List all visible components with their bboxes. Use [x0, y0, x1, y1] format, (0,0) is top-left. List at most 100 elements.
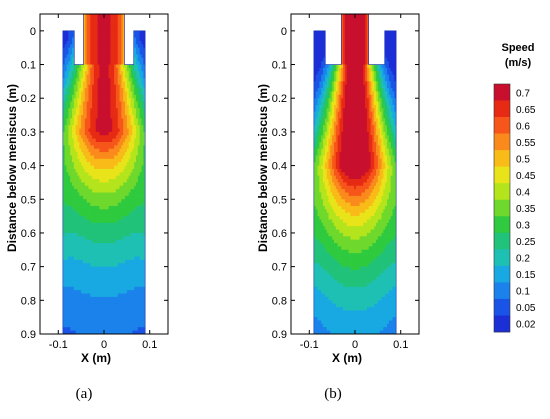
contour-cell — [73, 293, 77, 298]
contour-cell — [125, 236, 128, 241]
contour-cell — [125, 212, 128, 217]
contour-cell — [70, 310, 73, 315]
contour-cell — [134, 243, 137, 248]
contour-cell — [75, 276, 79, 281]
contour-cell — [112, 91, 115, 96]
contour-cell — [128, 142, 132, 146]
contour-cell — [110, 320, 113, 325]
contour-cell — [97, 125, 101, 130]
contour-cell — [79, 30, 82, 35]
contour-cell — [90, 300, 93, 305]
contour-cell — [141, 330, 144, 334]
contour-cell — [115, 323, 119, 328]
contour-cell — [123, 182, 126, 187]
contour-cell — [143, 17, 146, 22]
contour-cell — [73, 165, 77, 170]
contour-cell — [82, 14, 86, 18]
contour-cell — [104, 249, 108, 254]
contour-cell — [64, 91, 68, 96]
contour-cell — [108, 290, 111, 295]
contour-cell — [77, 145, 80, 150]
contour-cell — [66, 222, 69, 227]
contour-cell — [81, 296, 84, 301]
contour-cell — [75, 290, 79, 295]
contour-cell — [81, 148, 84, 153]
contour-cell — [66, 138, 69, 143]
contour-cell — [317, 34, 320, 39]
contour-cell — [92, 71, 95, 76]
contour-cell — [139, 44, 143, 49]
contour-cell — [82, 290, 86, 295]
contour-cell — [128, 101, 132, 106]
contour-cell — [93, 317, 97, 322]
contour-cell — [137, 310, 141, 315]
contour-cell — [99, 54, 102, 59]
contour-cell — [143, 286, 146, 291]
contour-cell — [136, 84, 139, 89]
contour-cell — [93, 152, 97, 157]
contour-cell — [82, 229, 86, 234]
contour-cell — [139, 263, 143, 268]
contour-cell — [115, 263, 119, 268]
contour-cell — [136, 118, 139, 123]
contour-cell — [79, 209, 82, 214]
contour-cell — [77, 104, 80, 109]
contour-cell — [112, 24, 115, 29]
contour-cell — [97, 121, 101, 126]
contour-cell — [110, 125, 113, 130]
contour-cell — [72, 24, 75, 29]
contour-cell — [99, 236, 102, 241]
contour-cell — [101, 330, 104, 334]
contour-cell — [82, 239, 86, 244]
contour-cell — [128, 67, 132, 72]
contour-cell — [86, 64, 90, 69]
contour-cell — [72, 216, 75, 221]
contour-cell — [136, 138, 139, 143]
contour-cell — [101, 81, 104, 86]
contour-cell — [106, 14, 110, 18]
contour-cell — [115, 44, 119, 49]
contour-cell — [313, 24, 317, 29]
contour-cell — [348, 14, 352, 18]
contour-cell — [379, 47, 383, 52]
contour-cell — [123, 74, 126, 79]
contour-cell — [72, 98, 75, 103]
contour-cell — [125, 253, 128, 258]
contour-cell — [104, 101, 108, 106]
contour-cell — [101, 24, 104, 29]
contour-cell — [141, 209, 144, 214]
contour-cell — [103, 256, 106, 261]
contour-cell — [123, 142, 126, 146]
contour-cell — [126, 317, 130, 322]
contour-cell — [84, 216, 88, 221]
contour-cell — [90, 165, 93, 170]
contour-cell — [64, 115, 68, 120]
contour-cell — [75, 330, 79, 334]
contour-cell — [64, 175, 68, 180]
contour-cell — [374, 51, 377, 56]
contour-cell — [115, 152, 119, 157]
contour-cell — [88, 280, 91, 285]
contour-cell — [130, 307, 133, 312]
contour-cell — [330, 44, 333, 49]
contour-cell — [321, 34, 324, 39]
contour-cell — [112, 138, 115, 143]
contour-cell — [136, 209, 139, 214]
contour-cell — [62, 270, 66, 274]
contour-cell — [92, 219, 95, 224]
contour-cell — [134, 229, 137, 234]
contour-cell — [121, 300, 124, 305]
contour-cell — [106, 293, 110, 298]
contour-cell — [374, 54, 377, 59]
contour-cell — [72, 175, 75, 180]
contour-cell — [137, 84, 141, 89]
contour-cell — [66, 64, 69, 69]
contour-cell — [101, 172, 104, 177]
contour-cell — [337, 51, 341, 56]
contour-cell — [88, 216, 91, 221]
contour-cell — [97, 94, 101, 99]
contour-cell — [132, 104, 135, 109]
contour-cell — [354, 44, 357, 49]
contour-cell — [90, 71, 93, 76]
contour-cell — [125, 280, 128, 285]
